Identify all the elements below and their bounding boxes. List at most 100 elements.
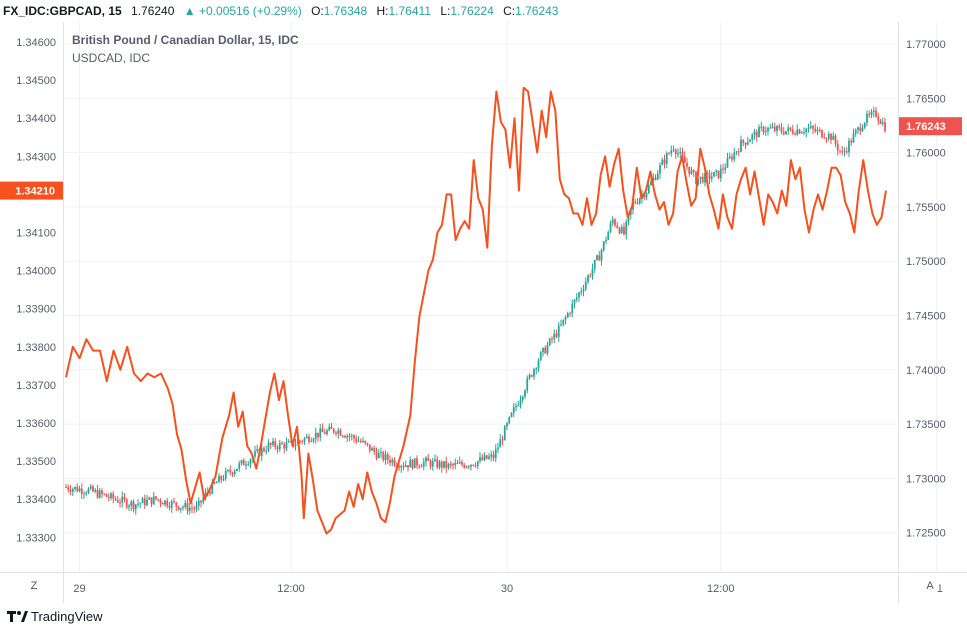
- candle-body: [355, 438, 358, 442]
- candle-body: [818, 129, 821, 131]
- candle-body: [823, 137, 826, 139]
- candle-body: [265, 450, 268, 452]
- legend-compare-symbol[interactable]: USDCAD, IDC: [72, 51, 151, 65]
- candle-body: [539, 352, 542, 361]
- candle-body: [832, 135, 835, 140]
- candle-body: [74, 486, 76, 489]
- candle-body: [731, 156, 733, 160]
- candle-body: [287, 441, 290, 443]
- candle-body: [170, 501, 173, 508]
- candle-body: [564, 317, 567, 320]
- candle-body: [848, 140, 850, 153]
- left-tick-label: 1.34000: [16, 266, 56, 278]
- candle-body: [490, 454, 493, 457]
- high-label: H:: [376, 4, 389, 18]
- candle-body: [785, 131, 787, 135]
- left-tick-label: 1.34300: [16, 151, 56, 163]
- candle-body: [366, 443, 369, 445]
- candle-body: [665, 153, 668, 164]
- auto-scale-button[interactable]: A: [921, 577, 939, 595]
- candle-body: [337, 430, 340, 434]
- candle-body: [98, 490, 101, 498]
- candle-body: [683, 156, 686, 163]
- tradingview-brand[interactable]: TradingView: [31, 609, 103, 624]
- legend-title[interactable]: British Pound / Canadian Dollar, 15, IDC: [72, 33, 299, 47]
- candle-body: [96, 489, 99, 498]
- candle-body: [503, 426, 506, 441]
- close-label: C:: [503, 4, 516, 18]
- candle-body: [310, 440, 313, 442]
- candle-body: [110, 493, 112, 499]
- candle-body: [112, 493, 115, 499]
- candle-body: [348, 435, 351, 437]
- candle-body: [425, 457, 427, 462]
- candle-body: [755, 131, 758, 138]
- candle-body: [528, 375, 531, 379]
- candle-body: [679, 151, 682, 154]
- candle-body: [474, 465, 477, 467]
- right-tick-label: 1.74500: [906, 311, 946, 323]
- candle-body: [344, 436, 346, 438]
- candle-body: [625, 221, 628, 235]
- candle-body: [321, 428, 324, 433]
- candle-body: [463, 464, 466, 468]
- candle-body: [346, 435, 349, 438]
- gbpcad-candles: [65, 106, 886, 515]
- symbol-name[interactable]: FX_IDC:GBPCAD, 15: [3, 4, 122, 18]
- high-value: 1.76411: [388, 4, 432, 18]
- candle-body: [805, 128, 808, 133]
- candle-body: [260, 448, 263, 456]
- candle-body: [121, 496, 124, 503]
- candle-body: [825, 138, 828, 140]
- chart-area[interactable]: 1.346001.345001.344001.343001.342001.341…: [0, 22, 967, 603]
- candle-body: [812, 126, 814, 129]
- candle-body: [638, 198, 641, 204]
- candle-body: [688, 166, 691, 174]
- candle-body: [681, 151, 684, 157]
- candle-body: [796, 129, 799, 135]
- right-tick-label: 1.73500: [906, 419, 946, 431]
- candle-body: [276, 447, 279, 450]
- candle-body: [877, 116, 880, 121]
- candle-body: [362, 440, 364, 443]
- candle-body: [71, 488, 74, 492]
- candle-body: [94, 489, 97, 492]
- candle-body: [429, 460, 432, 467]
- candle-body: [611, 219, 614, 224]
- candle-body: [634, 201, 637, 203]
- left-tick-label: 1.33300: [16, 532, 56, 544]
- candle-body: [177, 506, 180, 510]
- open-value: 1.76348: [323, 4, 368, 18]
- candle-body: [341, 435, 344, 437]
- candle-body: [643, 194, 646, 198]
- candle-body: [506, 423, 508, 427]
- candle-body: [242, 460, 245, 466]
- candle-body: [274, 441, 277, 448]
- candle-body: [740, 139, 742, 152]
- right-tick-label: 1.75000: [906, 256, 946, 268]
- left-tick-label: 1.34100: [16, 228, 56, 240]
- candle-body: [526, 378, 529, 391]
- candle-body: [263, 448, 265, 452]
- candle-body: [353, 435, 355, 439]
- candle-body: [497, 447, 499, 450]
- candle-body: [254, 451, 256, 457]
- candle-body: [283, 444, 286, 449]
- candle-body: [616, 225, 619, 228]
- candle-body: [841, 151, 844, 153]
- candle-body: [870, 111, 873, 115]
- candle-body: [384, 454, 387, 461]
- candle-body: [128, 505, 130, 508]
- left-price-axis[interactable]: 1.346001.345001.344001.343001.342001.341…: [16, 37, 56, 544]
- candle-body: [125, 499, 128, 508]
- zoom-reset-button[interactable]: Z: [25, 577, 43, 595]
- right-price-axis[interactable]: 1.77000 1.76500 1.76000 1.75500 1.75000 1.745…: [906, 39, 946, 540]
- candle-body: [807, 127, 810, 129]
- candle-body: [814, 128, 817, 132]
- candle-body: [778, 126, 781, 128]
- tradingview-logo-icon: [7, 611, 28, 622]
- price-chart[interactable]: 1.346001.345001.344001.343001.342001.341…: [0, 22, 967, 603]
- candle-body: [407, 465, 409, 468]
- left-tick-label: 1.34600: [16, 37, 56, 49]
